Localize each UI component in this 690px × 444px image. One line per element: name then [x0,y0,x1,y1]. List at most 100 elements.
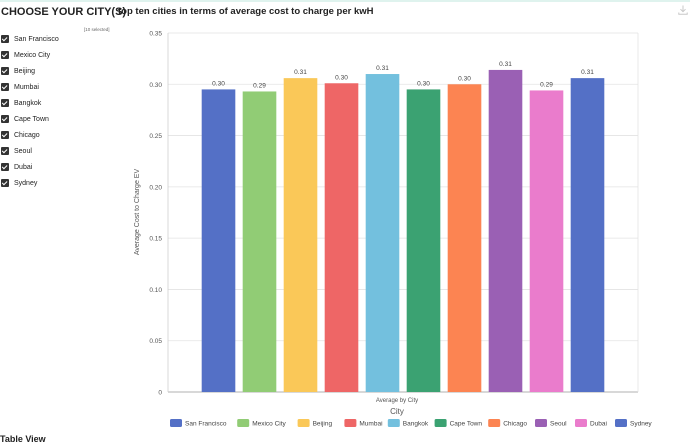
bar-value-label: 0.30 [417,80,430,87]
checkbox-checked-icon[interactable] [1,35,9,43]
x-axis-label: City [390,407,404,416]
legend-item[interactable]: Mexico City [237,419,287,427]
checkbox-checked-icon[interactable] [1,179,9,187]
legend-swatch [237,419,250,427]
legend-swatch [615,419,627,427]
bar-mexico-city[interactable] [242,91,277,393]
city-checkbox-item[interactable]: Beijing [1,65,111,77]
city-checkbox-item[interactable]: Seoul [1,145,111,157]
legend-label: Chicago [503,420,527,427]
legend-swatch [170,419,182,427]
bar-seoul[interactable] [488,69,523,392]
chart-title: top ten cities in terms of average cost … [118,6,374,17]
bar-value-label: 0.30 [212,80,225,87]
city-checkbox-item[interactable]: Mexico City [1,49,111,61]
city-checkbox-item[interactable]: Mumbai [1,81,111,93]
legend-label: San Francisco [185,420,227,427]
chart-legend: San Francisco Mexico City Beijing Mumbai Ban… [170,419,652,427]
y-axis-label: Average Cost to Charge EV [134,169,141,256]
legend-item[interactable]: Mumbai [344,419,383,427]
city-checkbox-label: Cape Town [14,115,49,123]
city-checkbox-label: Mumbai [14,83,39,91]
checkbox-checked-icon[interactable] [1,99,9,107]
bar-value-labels: 0.30 0.29 0.31 0.30 0.31 0.30 0.30 0.31 0.29 0.31 [212,61,594,90]
y-tick-label: 0.15 [149,236,162,243]
legend-swatch [575,419,587,427]
top-accent-line [0,0,690,2]
city-checkbox-label: Seoul [14,147,32,155]
city-checkbox-label: Sydney [14,179,38,187]
bar-value-label: 0.30 [335,74,348,81]
bar-mumbai[interactable] [324,83,359,392]
city-checkbox-item[interactable]: Bangkok [1,97,111,109]
bar-beijing[interactable] [283,78,318,392]
y-tick-label: 0.30 [149,82,162,89]
selected-count: [10 selected] [84,27,110,32]
city-checkbox-item[interactable]: Cape Town [1,113,111,125]
bar-value-label: 0.31 [581,69,594,76]
legend-label: Bangkok [403,420,429,427]
bar-bangkok[interactable] [365,74,400,393]
table-view-heading: Table View [0,434,46,444]
y-tick-label: 0 [158,390,162,397]
y-tick-label: 0.05 [149,338,162,345]
legend-item[interactable]: Dubai [575,419,607,427]
city-checkbox-item[interactable]: Dubai [1,161,111,173]
legend-label: Beijing [313,420,333,427]
y-tick-label: 0.10 [149,287,162,294]
city-checkbox-item[interactable]: Chicago [1,129,111,141]
bar-value-label: 0.29 [540,81,553,88]
legend-label: Mumbai [359,420,382,427]
legend-swatch [434,419,447,427]
bar-value-label: 0.31 [499,61,512,68]
bar-san-francisco[interactable] [201,89,236,393]
chart-bars [201,69,605,393]
filter-title: CHOOSE YOUR CITY(S) [1,6,127,18]
city-checkbox-label: Mexico City [14,51,51,59]
legend-swatch [297,419,310,427]
checkbox-checked-icon[interactable] [1,147,9,155]
legend-label: Mexico City [252,420,286,427]
bar-value-label: 0.31 [294,69,307,76]
legend-item[interactable]: San Francisco [170,419,227,427]
bar-sydney[interactable] [570,78,605,392]
legend-label: Seoul [550,420,567,427]
checkbox-checked-icon[interactable] [1,83,9,91]
bar-value-label: 0.31 [376,65,389,72]
city-checkbox-item[interactable]: Sydney [1,177,111,189]
legend-item[interactable]: Chicago [488,419,527,427]
checkbox-checked-icon[interactable] [1,115,9,123]
checkbox-checked-icon[interactable] [1,51,9,59]
city-checkbox-label: San Francisco [14,35,59,43]
legend-label: Sydney [630,420,652,427]
city-checkbox-label: Dubai [14,163,33,171]
checkbox-checked-icon[interactable] [1,67,9,75]
bar-value-label: 0.29 [253,82,266,89]
legend-swatch [344,419,357,427]
city-checkbox-label: Chicago [14,131,40,139]
chart-grid [167,32,639,393]
y-axis-ticks: 0 0.05 0.10 0.15 0.20 0.25 0.30 0.35 [149,31,162,397]
legend-swatch [387,419,400,427]
download-icon[interactable] [678,5,688,15]
legend-item[interactable]: Beijing [297,419,333,427]
legend-item[interactable]: Bangkok [387,419,429,427]
city-checkbox-item[interactable]: San Francisco [1,33,111,45]
checkbox-checked-icon[interactable] [1,131,9,139]
bar-cape-town[interactable] [406,89,441,393]
legend-item[interactable]: Cape Town [434,419,483,427]
y-tick-label: 0.20 [149,184,162,191]
y-tick-label: 0.25 [149,133,162,140]
legend-label: Cape Town [450,420,483,427]
checkbox-checked-icon[interactable] [1,163,9,171]
legend-swatch [488,419,501,427]
y-tick-label: 0.35 [149,31,162,38]
bar-dubai[interactable] [529,90,564,392]
bar-chicago[interactable] [447,84,482,393]
legend-label: Dubai [590,420,607,427]
city-checkbox-label: Bangkok [14,99,42,107]
legend-item[interactable]: Sydney [615,419,652,427]
legend-swatch [535,419,547,427]
legend-item[interactable]: Seoul [535,419,567,427]
